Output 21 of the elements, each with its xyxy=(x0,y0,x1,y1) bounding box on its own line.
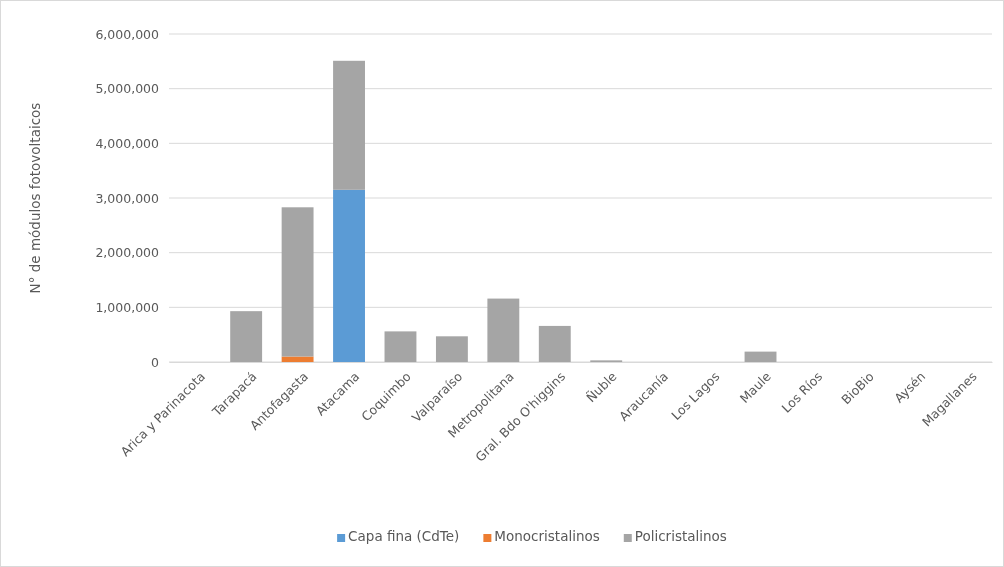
y-tick-label: 1,000,000 xyxy=(95,299,160,315)
bar xyxy=(487,298,520,362)
bar xyxy=(333,189,365,362)
bar xyxy=(744,351,777,362)
y-tick-label: 4,000,000 xyxy=(95,135,160,151)
legend-label: Monocristalinos xyxy=(494,528,600,544)
bar xyxy=(333,60,365,190)
y-tick-label: 2,000,000 xyxy=(95,245,160,261)
bar xyxy=(384,331,417,362)
y-axis-title: N° de módulos fotovoltaicos xyxy=(27,102,43,294)
bar xyxy=(281,207,314,357)
legend-label: Policristalinos xyxy=(634,528,727,544)
bar xyxy=(281,356,314,362)
bar xyxy=(435,336,468,362)
bar xyxy=(538,325,571,362)
y-tick-label: 3,000,000 xyxy=(95,190,160,206)
y-tick-label: 0 xyxy=(151,354,160,370)
bar xyxy=(230,311,263,362)
y-tick-label: 5,000,000 xyxy=(95,81,160,97)
legend-label: Capa fina (CdTe) xyxy=(348,528,460,544)
y-tick-label: 6,000,000 xyxy=(95,26,160,42)
